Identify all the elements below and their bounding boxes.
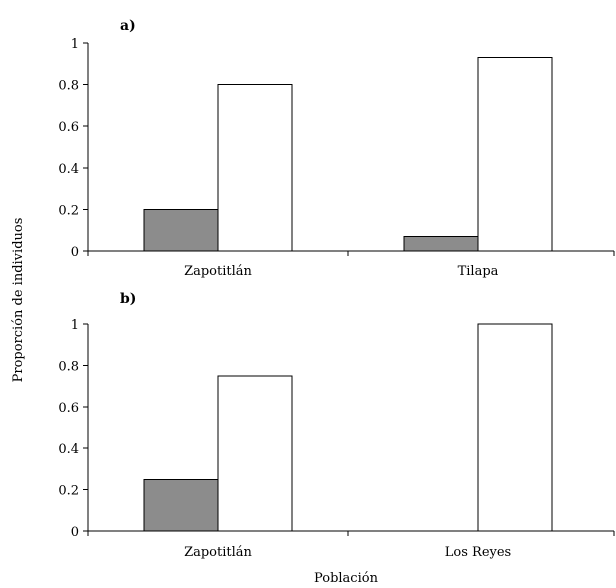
bar [143,208,219,252]
panel-label: a) [120,18,136,34]
y-tick-label: 0.6 [58,401,79,416]
chart-panel-b: b) 0 0.2 0.4 0.6 0.8 1 Zapotitlán Los Reyes [58,291,615,560]
y-tick-label: 0.4 [58,162,79,177]
x-tick-label: Los Reyes [445,545,511,560]
x-tick-label: Zapotitlán [184,264,252,279]
x-tick-label: Zapotitlán [184,545,252,560]
y-axis-title: Proporción de individuos [11,218,26,383]
y-tick-label: 0.8 [58,359,79,374]
bar [217,84,293,252]
y-tick-label: 0.4 [58,442,79,457]
bar [403,235,479,252]
y-tick-label: 0.2 [58,484,79,499]
y-tick-label: 1 [71,318,79,333]
x-tick-label: Tilapa [458,264,499,279]
chart-panels: a) 0 0.2 0.4 0.6 0.8 1 Zapotitlán Tilapa b) 0 0.2 0.… [58,18,615,560]
y-tick-label: 0.6 [58,120,79,135]
bar [477,323,553,532]
bar [143,478,219,532]
y-tick-label: 0 [71,245,79,260]
bar [477,57,553,252]
y-tick-label: 0 [71,525,79,540]
y-tick-label: 1 [71,37,79,52]
panel-label: b) [120,291,136,307]
y-tick-label: 0.2 [58,203,79,218]
y-tick-label: 0.8 [58,79,79,94]
chart-panel-a: a) 0 0.2 0.4 0.6 0.8 1 Zapotitlán Tilapa [58,18,615,279]
x-axis-title: Población [314,571,379,586]
bar [217,375,293,532]
